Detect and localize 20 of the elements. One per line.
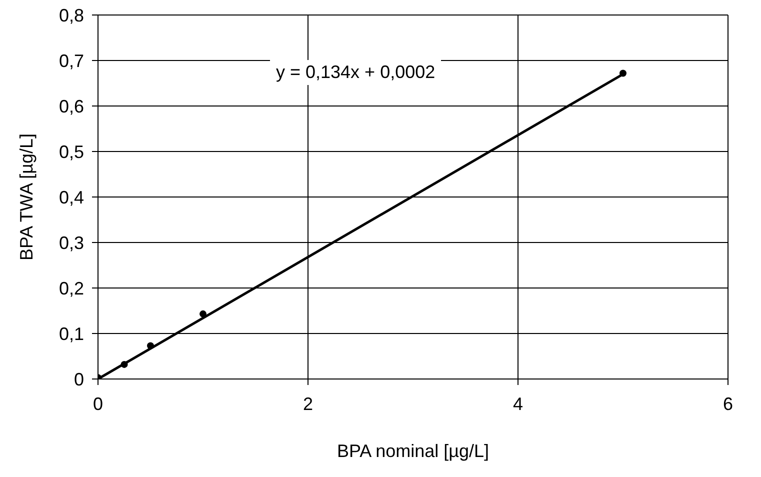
point bbox=[120, 360, 128, 368]
annotation: y = 0,134x + 0,0002 bbox=[270, 60, 442, 85]
x-axis-title: BPA nominal [µg/L] bbox=[336, 441, 490, 461]
y-tick-label: 0,6 bbox=[58, 96, 84, 116]
y-tick-label: 0,3 bbox=[58, 232, 84, 253]
y-tick-label: 0,4 bbox=[58, 187, 84, 208]
y-axis-title: BPA TWA [µg/L] bbox=[16, 133, 36, 261]
x-tick-label: 6 bbox=[722, 394, 734, 414]
y-tick-label: 0,8 bbox=[58, 5, 84, 26]
y-tick-label: 0,7 bbox=[58, 50, 84, 71]
x-tick-label: 0 bbox=[92, 394, 104, 414]
point bbox=[147, 342, 154, 350]
x-tick-label: 4 bbox=[512, 394, 524, 414]
point bbox=[620, 70, 626, 77]
point bbox=[200, 310, 206, 318]
x-tick-label: 2 bbox=[302, 394, 314, 414]
y-tick-label: 0 bbox=[74, 369, 84, 390]
y-tick-label: 0,5 bbox=[58, 142, 84, 162]
y-tick-label: 0,2 bbox=[58, 278, 84, 298]
y-tick-label: 0,1 bbox=[58, 324, 84, 344]
